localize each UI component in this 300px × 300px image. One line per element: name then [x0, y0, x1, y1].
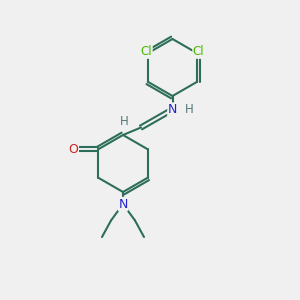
- Text: O: O: [68, 143, 78, 156]
- Text: H: H: [184, 103, 194, 116]
- Text: Cl: Cl: [140, 45, 152, 58]
- Text: H: H: [120, 115, 129, 128]
- Text: Cl: Cl: [193, 45, 205, 58]
- Text: N: N: [118, 197, 128, 211]
- Text: N: N: [168, 103, 177, 116]
